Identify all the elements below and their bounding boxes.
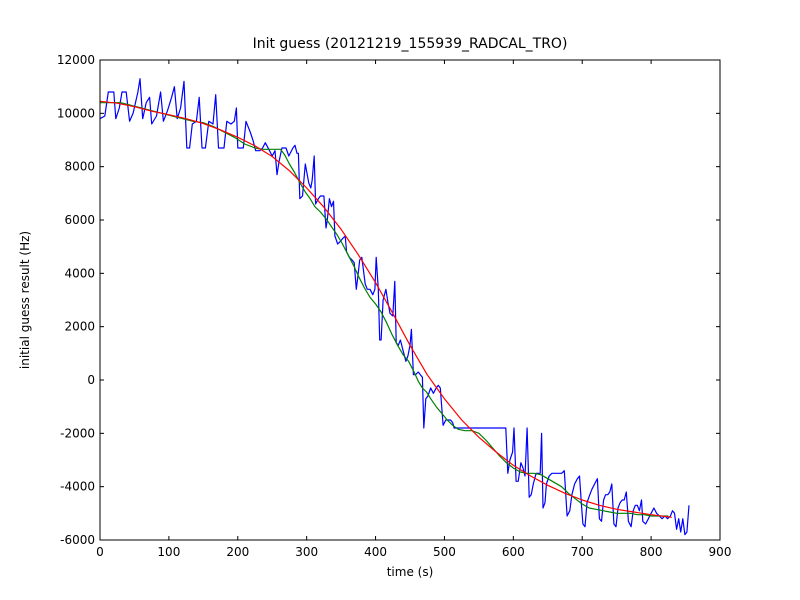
y-tick-label: 0 (87, 373, 95, 387)
x-tick-label: 600 (502, 545, 525, 559)
ticks-layer: 0 100 200 300 400 500 600 700 800 900 -6000 -4000 -2… (57, 53, 732, 559)
x-tick-label: 0 (96, 545, 104, 559)
x-tick-label: 400 (364, 545, 387, 559)
x-tick-label: 100 (157, 545, 180, 559)
plot-frame (99, 59, 721, 541)
x-tick-label: 500 (433, 545, 456, 559)
y-tick-label: 12000 (57, 53, 95, 67)
x-tick-label: 900 (709, 545, 732, 559)
smoothed-guess-line (100, 102, 669, 517)
series-layer (99, 78, 690, 536)
y-tick-label: 2000 (64, 320, 95, 334)
y-tick-label: 10000 (57, 106, 95, 120)
x-tick-label: 800 (640, 545, 663, 559)
y-tick-label: -4000 (60, 480, 95, 494)
y-tick-label: -2000 (60, 426, 95, 440)
x-tick-label: 200 (226, 545, 249, 559)
fit-guess-line (99, 100, 672, 518)
chart-title: Init guess (20121219_155939_RADCAL_TRO) (253, 36, 568, 52)
y-tick-label: 6000 (64, 213, 95, 227)
y-tick-label: -6000 (60, 533, 95, 547)
x-tick-label: 700 (571, 545, 594, 559)
y-tick-label: 4000 (64, 266, 95, 280)
x-tick-label: 300 (295, 545, 318, 559)
y-axis-label: initial guess result (Hz) (18, 231, 32, 369)
raw-guess-line (99, 78, 690, 536)
x-axis-label: time (s) (387, 565, 434, 579)
plot-area (100, 60, 720, 540)
y-tick-label: 8000 (64, 160, 95, 174)
